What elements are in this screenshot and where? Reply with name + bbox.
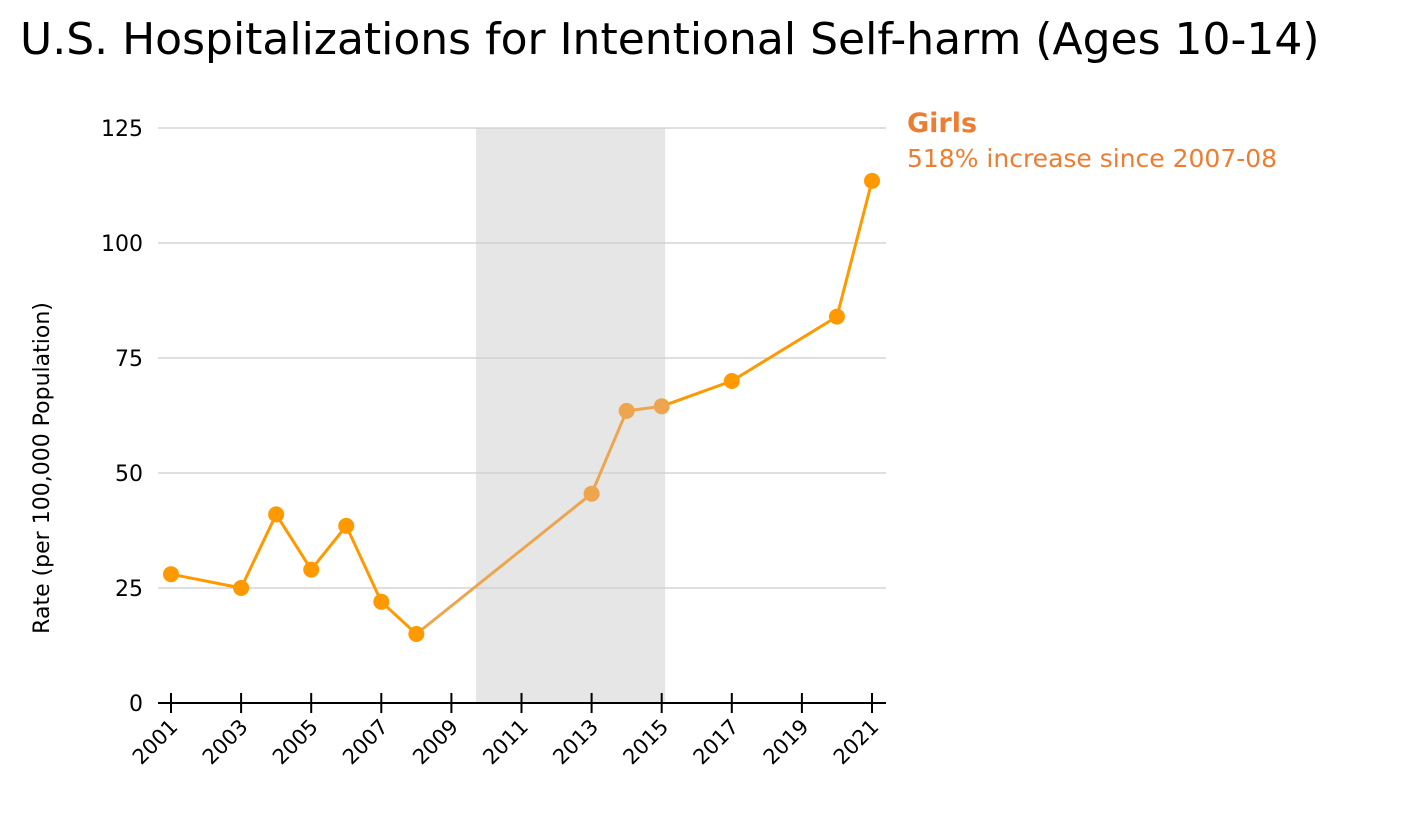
series-0-segment-4 [344,524,383,604]
y-tick-label-25: 25 [115,577,143,602]
x-tick-label-2005: 2005 [268,715,323,770]
x-tick-label-2009: 2009 [408,715,463,770]
x-tick-label-2011: 2011 [478,715,533,770]
series-0-segment-9 [660,379,734,408]
data-point-2015 [653,398,670,415]
series-0-segment-2 [274,512,313,572]
annotation-heading: Girls [907,108,978,139]
series-annotation: Girls 518% increase since 2007-08 [907,106,1277,176]
x-tick-label-2015: 2015 [618,715,673,770]
data-point-2020 [828,308,845,325]
y-tick-label-0: 0 [129,692,143,717]
data-point-2003 [233,580,250,596]
x-axis [158,693,886,713]
gridlines [158,127,886,589]
data-point-2013 [583,485,600,502]
x-tick-label-2003: 2003 [198,715,253,770]
series-0-segment-0 [169,572,243,590]
y-tick-label-75: 75 [115,347,143,372]
series-0-segment-11 [835,179,874,319]
data-point-2008 [408,626,425,642]
page-title: U.S. Hospitalizations for Intentional Se… [20,14,1320,65]
series-0-segment-6 [414,492,594,636]
data-point-2021 [864,172,880,189]
y-axis-tick-labels: 0 25 50 75 100 125 [101,117,143,717]
series-line [169,179,874,636]
data-point-2017 [723,373,740,389]
series-points [163,172,880,642]
series-0-segment-1 [239,512,278,590]
data-point-2006 [338,517,355,534]
data-point-2001 [163,566,179,583]
shaded-region-layer [475,128,666,703]
shaded-region [475,128,666,703]
data-point-2004 [268,506,285,523]
x-tick-label-2013: 2013 [548,715,603,770]
x-tick-label-2007: 2007 [338,715,393,770]
annotation-text: 518% increase since 2007-08 [907,144,1278,173]
y-tick-label-50: 50 [115,462,143,487]
x-axis-tick-labels: 2001 2003 2005 2007 2009 2011 2013 2015 2017 2019… [128,715,884,770]
series-0-segment-7 [590,409,629,496]
data-point-2005 [303,561,320,578]
x-tick-label-2017: 2017 [689,715,744,770]
y-tick-label-100: 100 [101,232,143,257]
data-point-2007 [373,593,390,610]
y-axis-label: Rate (per 100,000 Population) [30,302,55,634]
x-tick-label-2001: 2001 [128,715,183,770]
series-0-segment-10 [730,315,839,383]
x-tick-label-2019: 2019 [759,715,814,770]
y-tick-label-125: 125 [101,117,143,142]
data-point-2014 [618,402,635,419]
series-0-segment-3 [309,524,348,572]
x-tick-label-2021: 2021 [829,715,884,770]
